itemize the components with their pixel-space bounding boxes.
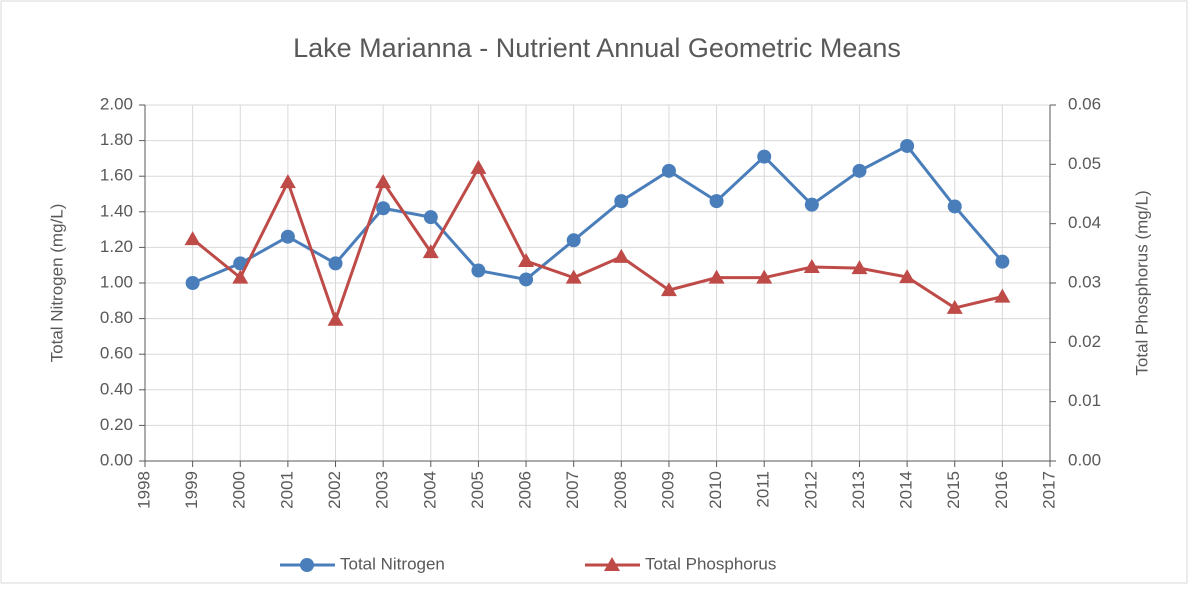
marker <box>613 248 630 263</box>
y-tick-label: 1.60 <box>100 166 133 185</box>
y-tick-label: 0.40 <box>100 379 133 398</box>
marker <box>995 254 1010 269</box>
x-tick-label: 2012 <box>801 471 820 509</box>
marker <box>233 256 248 271</box>
marker <box>423 210 438 225</box>
marker <box>328 256 343 271</box>
y-tick-label: 1.00 <box>100 272 133 291</box>
marker <box>708 269 725 284</box>
marker <box>184 231 201 246</box>
legend-label: Total Phosphorus <box>645 554 776 573</box>
x-tick-label: 2005 <box>468 471 487 509</box>
y-tick-label: 1.40 <box>100 201 133 220</box>
marker <box>756 269 773 284</box>
x-tick-label: 2006 <box>516 471 535 509</box>
y2-tick-label: 0.03 <box>1068 272 1101 291</box>
x-tick-label: 2016 <box>992 471 1011 509</box>
marker <box>614 194 629 209</box>
legend-label: Total Nitrogen <box>340 554 445 573</box>
y-tick-label: 1.20 <box>100 237 133 256</box>
marker <box>279 174 296 189</box>
marker <box>947 199 962 214</box>
y-tick-label: 1.80 <box>100 130 133 149</box>
marker <box>327 311 344 326</box>
marker <box>422 244 439 259</box>
y2-tick-label: 0.01 <box>1068 391 1101 410</box>
marker <box>471 263 486 278</box>
marker <box>661 163 676 178</box>
y2-tick-label: 0.05 <box>1068 154 1101 173</box>
x-tick-label: 2004 <box>420 471 439 509</box>
y-tick-label: 0.20 <box>100 415 133 434</box>
y-tick-label: 0.60 <box>100 344 133 363</box>
marker <box>709 194 724 209</box>
marker <box>899 269 916 284</box>
marker <box>565 269 582 284</box>
marker <box>519 272 534 287</box>
y-tick-label: 0.00 <box>100 450 133 469</box>
marker <box>566 233 581 248</box>
x-tick-label: 2010 <box>706 471 725 509</box>
x-tick-label: 2015 <box>944 471 963 509</box>
series-line <box>191 164 1003 325</box>
marker <box>803 258 820 273</box>
x-tick-label: 2017 <box>1039 471 1058 509</box>
marker <box>900 138 915 153</box>
marker <box>604 557 620 571</box>
chart-title: Lake Marianna - Nutrient Annual Geometri… <box>293 33 901 63</box>
marker <box>280 229 295 244</box>
marker <box>852 163 867 178</box>
x-tick-label: 2008 <box>611 471 630 509</box>
x-tick-label: 2011 <box>754 471 773 508</box>
marker <box>851 260 868 275</box>
x-tick-label: 2014 <box>897 471 916 509</box>
x-tick-label: 1999 <box>182 471 201 509</box>
x-tick-label: 2000 <box>230 471 249 509</box>
y2-tick-label: 0.04 <box>1068 213 1101 232</box>
marker <box>232 269 249 284</box>
y-tick-label: 2.00 <box>100 94 133 113</box>
marker <box>804 197 819 212</box>
marker <box>375 174 392 189</box>
y-axis-label: Total Nitrogen (mg/L) <box>47 204 66 363</box>
x-tick-label: 2013 <box>849 471 868 509</box>
x-tick-label: 2001 <box>277 471 296 509</box>
x-tick-label: 2003 <box>373 471 392 509</box>
marker <box>300 558 314 572</box>
marker <box>185 276 200 290</box>
y2-tick-label: 0.02 <box>1068 332 1101 351</box>
x-tick-label: 1998 <box>134 471 153 509</box>
y2-axis-label: Total Phosphorus (mg/L) <box>1132 190 1151 375</box>
x-tick-label: 2009 <box>658 471 677 509</box>
y-tick-label: 0.80 <box>100 308 133 327</box>
marker <box>470 159 487 174</box>
marker <box>994 288 1011 303</box>
marker <box>757 149 772 164</box>
y2-tick-label: 0.00 <box>1068 450 1101 469</box>
y2-tick-label: 0.06 <box>1068 94 1101 113</box>
series-line <box>192 144 1004 285</box>
marker <box>376 201 391 216</box>
x-tick-label: 2007 <box>563 471 582 509</box>
marker <box>660 282 677 297</box>
marker <box>946 299 963 314</box>
x-tick-label: 2002 <box>325 471 344 509</box>
marker <box>518 253 535 268</box>
